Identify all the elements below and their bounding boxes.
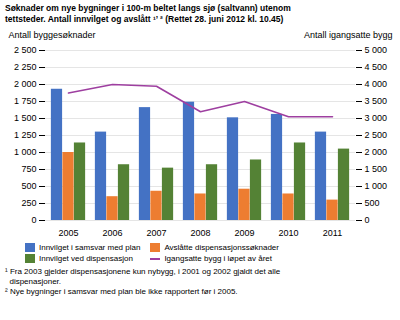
svg-text:2007: 2007 [146, 228, 166, 238]
html-text:Igangsatte bygg i løpet av åre: Igangsatte bygg i løpet av året [164, 254, 272, 263]
svg-text:2008: 2008 [190, 228, 210, 238]
svg-text:1 250: 1 250 [14, 130, 37, 140]
svg-text:500: 500 [365, 198, 380, 208]
svg-text:Antall byggesøknader: Antall byggesøknader [9, 30, 96, 40]
html-text:² Nye bygninger i samsvar med: ² Nye bygninger i samsvar med plan ble i… [5, 287, 238, 296]
svg-text:2005: 2005 [58, 228, 78, 238]
svg-text:250: 250 [21, 198, 36, 208]
svg-text:2011: 2011 [323, 228, 342, 238]
svg-text:2009: 2009 [234, 228, 254, 238]
svg-text:2010: 2010 [278, 228, 298, 238]
svg-text:5 000: 5 000 [365, 45, 388, 55]
html-text:Søknader om nye bygninger i 10: Søknader om nye bygninger i 100-m beltet… [5, 3, 291, 24]
svg-text:0: 0 [365, 215, 370, 225]
html-text:dispenasjoner.: dispenasjoner. [5, 277, 61, 286]
svg-text:2 500: 2 500 [365, 130, 388, 140]
svg-text:1 750: 1 750 [14, 96, 37, 106]
svg-text:Antall igangsatte bygg: Antall igangsatte bygg [304, 30, 393, 40]
html-text:¹ Fra 2003 gjelder dispensasjo: ¹ Fra 2003 gjelder dispensasjonene kun n… [5, 267, 281, 276]
html-text:Innvilget i samsvar med plan: Innvilget i samsvar med plan [39, 243, 141, 252]
svg-text:1 000: 1 000 [365, 181, 388, 191]
svg-text:2 250: 2 250 [14, 62, 37, 72]
svg-text:0: 0 [31, 215, 36, 225]
html-text:Innvilget ved dispensasjon: Innvilget ved dispensasjon [39, 254, 133, 263]
svg-text:3 000: 3 000 [365, 113, 388, 123]
svg-text:500: 500 [21, 181, 36, 191]
html-text:Avslåtte dispensasjonssøknader: Avslåtte dispensasjonssøknader [164, 243, 279, 252]
svg-text:1 500: 1 500 [14, 113, 37, 123]
svg-text:2 000: 2 000 [365, 147, 388, 157]
svg-text:1 500: 1 500 [365, 164, 388, 174]
svg-text:750: 750 [21, 164, 36, 174]
svg-text:4 000: 4 000 [365, 79, 388, 89]
svg-text:2 000: 2 000 [14, 79, 37, 89]
svg-text:4 500: 4 500 [365, 62, 388, 72]
svg-text:1 000: 1 000 [14, 147, 37, 157]
svg-text:3 500: 3 500 [365, 96, 388, 106]
svg-text:2 500: 2 500 [14, 45, 37, 55]
svg-text:2006: 2006 [102, 228, 122, 238]
